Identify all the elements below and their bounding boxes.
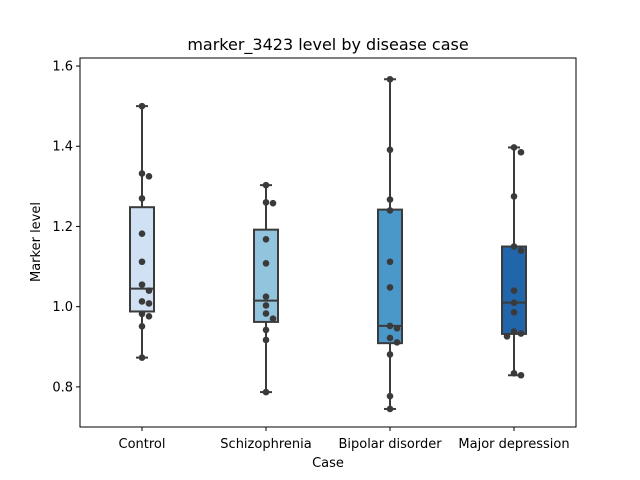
data-point: [517, 148, 525, 156]
data-point: [517, 371, 525, 379]
box-group: [377, 78, 403, 410]
data-point: [262, 310, 270, 317]
x-tick-label: Bipolar disorder: [338, 437, 442, 452]
data-point: [386, 322, 394, 330]
data-point: [145, 300, 153, 307]
data-point: [386, 392, 394, 400]
y-tick-label: 1.6: [52, 60, 73, 75]
y-tick-label: 1.2: [52, 220, 73, 235]
box-group: [253, 184, 279, 394]
data-point: [510, 308, 518, 316]
data-point: [145, 287, 153, 294]
x-axis: Control Schizophrenia Bipolar disorder Majo…: [119, 427, 570, 452]
data-point: [503, 333, 511, 340]
plot-area: [129, 75, 527, 413]
data-point: [138, 310, 146, 318]
y-tick-label: 1.0: [52, 300, 73, 315]
data-point: [510, 299, 518, 306]
data-point: [393, 339, 401, 346]
data-point: [262, 260, 270, 267]
box: [253, 228, 279, 323]
box: [377, 208, 403, 345]
data-point: [510, 193, 518, 200]
data-point: [393, 325, 401, 332]
data-point: [262, 235, 270, 243]
x-tick-label: Major depression: [458, 437, 569, 452]
data-point: [138, 298, 146, 305]
data-point: [517, 247, 525, 254]
data-point: [145, 173, 153, 180]
data-point: [262, 388, 270, 396]
data-point: [386, 258, 394, 266]
data-point: [138, 102, 146, 110]
data-point: [262, 336, 270, 344]
data-point: [510, 328, 518, 335]
y-axis: 0.8 1.0 1.2 1.4 1.6: [52, 60, 80, 395]
x-tick-label: Schizophrenia: [220, 437, 311, 452]
data-point: [262, 326, 270, 334]
data-point: [386, 75, 394, 83]
data-point: [138, 354, 146, 361]
data-point: [145, 313, 153, 320]
data-point: [386, 146, 394, 154]
data-point: [386, 196, 394, 203]
x-axis-label: Case: [312, 456, 344, 471]
data-point: [386, 405, 394, 413]
data-point: [510, 369, 518, 377]
data-point: [269, 199, 277, 207]
data-point: [386, 351, 394, 358]
data-point: [510, 144, 518, 151]
data-point: [262, 293, 270, 300]
data-point: [510, 243, 518, 250]
plot-frame: [79, 57, 577, 428]
data-point: [262, 302, 270, 309]
data-point: [138, 258, 146, 266]
data-point: [138, 281, 146, 288]
data-point: [262, 199, 270, 206]
data-point: [386, 334, 394, 342]
data-point: [269, 315, 277, 323]
y-tick-label: 0.8: [52, 380, 73, 395]
data-point: [138, 323, 146, 330]
data-point: [138, 170, 146, 177]
chart-title: marker_3423 level by disease case: [187, 35, 468, 55]
data-point: [386, 284, 394, 291]
box-group: [501, 146, 527, 377]
data-point: [510, 287, 518, 294]
y-axis-label: Marker level: [29, 202, 44, 282]
data-point: [386, 207, 394, 214]
data-point: [138, 195, 146, 202]
x-tick-label: Control: [119, 437, 166, 452]
y-tick-label: 1.4: [52, 140, 73, 155]
data-point: [138, 230, 146, 237]
data-point: [517, 330, 525, 337]
data-point: [262, 181, 270, 189]
